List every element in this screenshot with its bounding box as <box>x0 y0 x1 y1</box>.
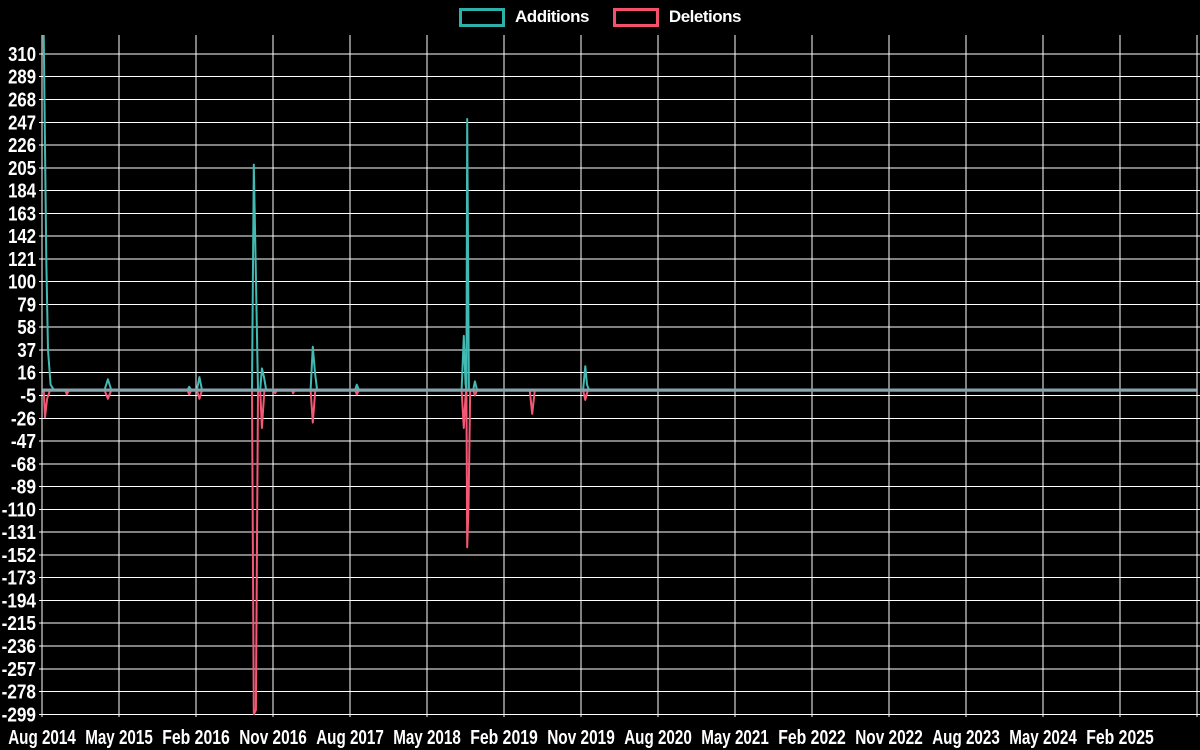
svg-text:Aug 2023: Aug 2023 <box>932 727 1000 749</box>
svg-text:-299: -299 <box>2 704 36 726</box>
svg-text:-152: -152 <box>2 545 36 567</box>
svg-text:Feb 2022: Feb 2022 <box>778 727 846 749</box>
svg-text:226: 226 <box>8 135 36 157</box>
svg-text:268: 268 <box>8 90 36 112</box>
gridlines <box>39 35 1200 717</box>
svg-text:184: 184 <box>8 181 37 203</box>
svg-text:310: 310 <box>8 44 36 66</box>
svg-text:May 2024: May 2024 <box>1009 727 1077 749</box>
legend-item-deletions[interactable]: Deletions <box>612 7 742 27</box>
svg-text:-68: -68 <box>11 454 36 476</box>
svg-text:142: 142 <box>8 226 36 248</box>
svg-text:-257: -257 <box>2 659 36 681</box>
svg-text:Feb 2016: Feb 2016 <box>162 727 230 749</box>
svg-text:Aug 2020: Aug 2020 <box>624 727 692 749</box>
svg-text:Feb 2025: Feb 2025 <box>1086 727 1154 749</box>
svg-text:Aug 2014: Aug 2014 <box>8 727 76 749</box>
svg-text:58: 58 <box>17 317 36 339</box>
svg-text:289: 289 <box>8 67 36 89</box>
additions-line <box>42 35 1197 392</box>
svg-text:May 2015: May 2015 <box>85 727 153 749</box>
svg-text:May 2018: May 2018 <box>393 727 461 749</box>
svg-text:37: 37 <box>17 340 36 362</box>
x-axis-labels: Aug 2014 May 2015 Feb 2016 Nov 2016 Aug 2017… <box>8 727 1154 749</box>
svg-text:-26: -26 <box>11 408 36 430</box>
svg-text:247: 247 <box>8 112 36 134</box>
svg-text:100: 100 <box>8 272 36 294</box>
svg-text:Aug 2017: Aug 2017 <box>316 727 384 749</box>
svg-text:205: 205 <box>8 158 36 180</box>
deletions-swatch <box>612 7 659 27</box>
additions-swatch <box>459 7 506 27</box>
svg-text:-236: -236 <box>2 636 36 658</box>
svg-text:-5: -5 <box>20 386 36 408</box>
deletions-legend-label: Deletions <box>668 7 742 26</box>
svg-text:Feb 2019: Feb 2019 <box>470 727 538 749</box>
svg-text:-47: -47 <box>11 431 36 453</box>
legend-item-additions[interactable]: Additions <box>459 7 589 27</box>
svg-text:79: 79 <box>17 294 36 316</box>
svg-text:Nov 2016: Nov 2016 <box>239 727 307 749</box>
svg-text:-215: -215 <box>2 613 36 635</box>
deletions-line <box>42 389 1197 716</box>
svg-text:-194: -194 <box>2 590 37 612</box>
svg-text:-278: -278 <box>2 682 36 704</box>
svg-text:16: 16 <box>17 363 36 385</box>
svg-text:-89: -89 <box>11 477 36 499</box>
svg-text:163: 163 <box>8 203 36 225</box>
svg-text:May 2021: May 2021 <box>701 727 769 749</box>
chart-legend: Additions Deletions <box>0 7 1200 27</box>
svg-text:-173: -173 <box>2 568 36 590</box>
svg-text:-110: -110 <box>2 499 36 521</box>
additions-legend-label: Additions <box>515 7 589 26</box>
svg-text:Nov 2022: Nov 2022 <box>855 727 923 749</box>
y-axis-labels: 3102892682472262051841631421211007958371… <box>2 44 37 726</box>
svg-text:-131: -131 <box>2 522 36 544</box>
svg-text:121: 121 <box>8 249 36 271</box>
svg-text:Nov 2019: Nov 2019 <box>547 727 615 749</box>
